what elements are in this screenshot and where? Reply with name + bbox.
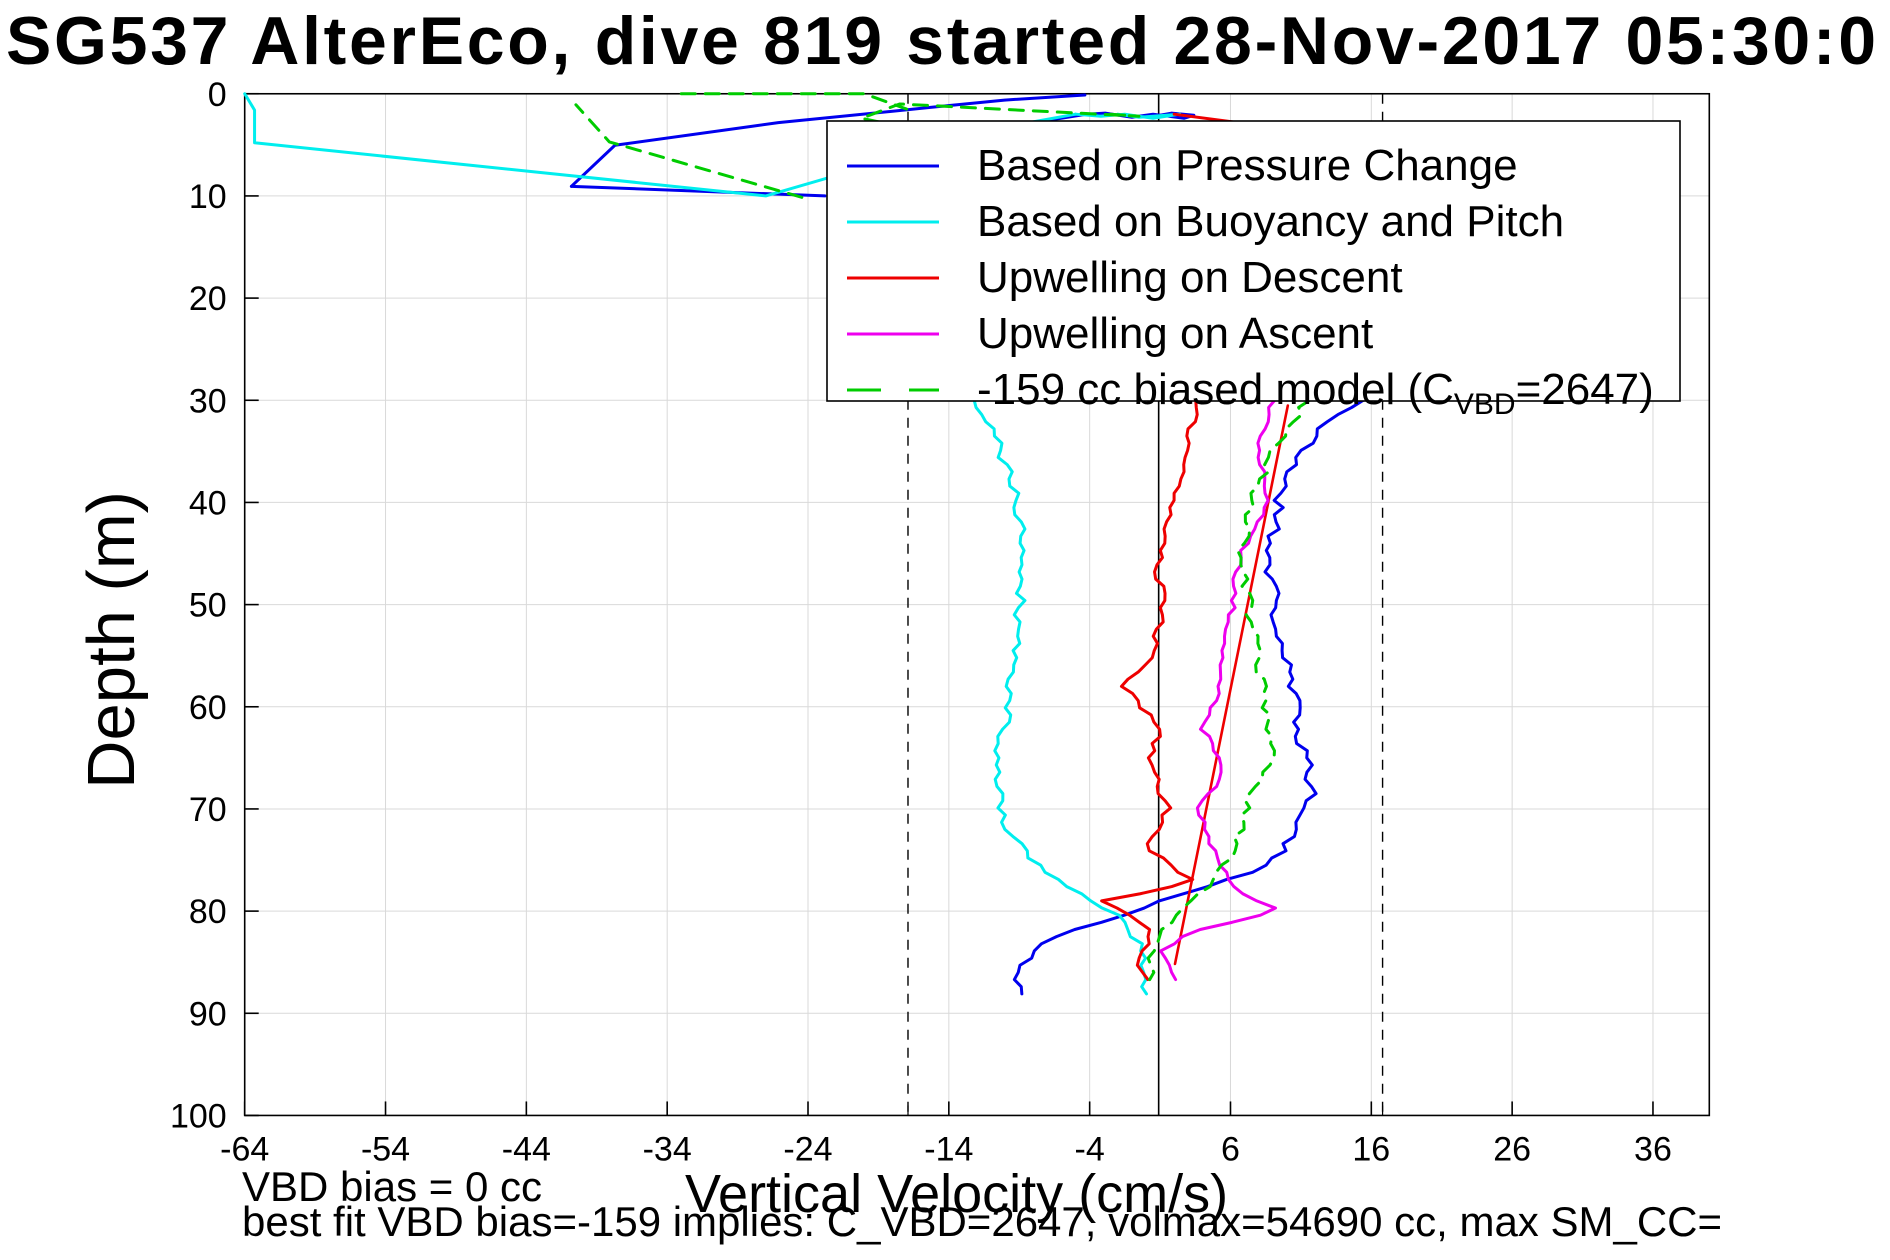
svg-text:90: 90 <box>189 995 227 1033</box>
svg-text:26: 26 <box>1493 1130 1531 1168</box>
svg-text:Upwelling on Descent: Upwelling on Descent <box>977 253 1403 302</box>
svg-text:-159 cc biased model (C: -159 cc biased model (C <box>977 365 1454 414</box>
svg-text:50: 50 <box>189 587 227 625</box>
svg-text:80: 80 <box>189 893 227 931</box>
svg-text:40: 40 <box>189 484 227 522</box>
svg-text:60: 60 <box>189 689 227 727</box>
svg-text:-4: -4 <box>1075 1130 1105 1168</box>
svg-text:=2647): =2647) <box>1516 365 1654 414</box>
svg-text:Based on Pressure Change: Based on Pressure Change <box>977 141 1518 190</box>
svg-text:30: 30 <box>189 382 227 420</box>
svg-text:100: 100 <box>170 1097 227 1135</box>
svg-text:0: 0 <box>208 76 227 114</box>
svg-text:VBD: VBD <box>1454 388 1516 421</box>
svg-text:6: 6 <box>1221 1130 1240 1168</box>
svg-text:Upwelling on Ascent: Upwelling on Ascent <box>977 309 1373 358</box>
svg-text:Based on Buoyancy and Pitch: Based on Buoyancy and Pitch <box>977 197 1564 246</box>
svg-text:-34: -34 <box>643 1130 692 1168</box>
svg-text:70: 70 <box>189 791 227 829</box>
svg-text:-24: -24 <box>783 1130 832 1168</box>
svg-text:16: 16 <box>1352 1130 1390 1168</box>
svg-text:-64: -64 <box>220 1130 269 1168</box>
svg-text:10: 10 <box>189 178 227 216</box>
svg-text:20: 20 <box>189 280 227 318</box>
svg-text:-14: -14 <box>924 1130 973 1168</box>
svg-text:-44: -44 <box>502 1130 551 1168</box>
svg-text:-54: -54 <box>361 1130 410 1168</box>
svg-text:36: 36 <box>1634 1130 1672 1168</box>
